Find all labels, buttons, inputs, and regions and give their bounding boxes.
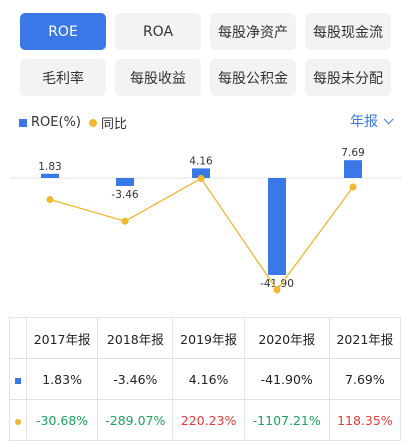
table-cell: 118.35% — [328, 399, 402, 441]
bar-series-marker — [15, 377, 21, 384]
table-row: 1.83% -3.46% 4.16% -41.90% 7.69% — [9, 358, 402, 400]
bar-value-label: 7.69 — [341, 147, 364, 159]
table-row: -30.68% -289.07% 220.23% -1107.21% 118.3… — [9, 399, 402, 441]
roe-bar — [116, 178, 134, 187]
roe-bar — [344, 160, 362, 178]
tab-roe[interactable]: ROE — [20, 13, 106, 50]
chart-legend: ROE(%) 同比 — [19, 113, 127, 132]
tab-gross-margin[interactable]: 毛利率 — [20, 59, 106, 96]
table-cell: -41.90% — [243, 358, 330, 400]
legend-series1-label: ROE(%) — [31, 115, 81, 130]
legend-line-marker — [88, 118, 97, 127]
roe-bar — [268, 178, 286, 275]
table-cell: 220.23% — [172, 399, 245, 441]
line-series-marker — [15, 418, 21, 425]
row-marker — [9, 358, 27, 400]
table-header: 2018年报 — [97, 317, 174, 359]
tab-cash-flow-per-share[interactable]: 每股现金流 — [305, 13, 391, 50]
yoy-line — [49, 177, 354, 292]
row-marker — [9, 399, 27, 441]
yoy-point — [273, 286, 281, 294]
table-header: 2021年报 — [328, 317, 402, 359]
roe-bar — [41, 173, 59, 178]
table-header-row: 2017年报 2018年报 2019年报 2020年报 2021年报 — [9, 317, 402, 359]
period-label: 年报 — [350, 114, 378, 130]
table-cell: -3.46% — [97, 358, 174, 400]
table-cell: 4.16% — [172, 358, 245, 400]
roe-bar — [192, 168, 210, 178]
period-selector[interactable]: 年报 — [350, 111, 394, 131]
table-cell: -289.07% — [97, 399, 174, 441]
yoy-point — [349, 183, 357, 191]
roe-chart: 1.83 -3.46 4.16 -41.90 7.69 — [10, 147, 402, 294]
table-cell: -30.68% — [25, 399, 99, 441]
table-header: 2020年报 — [243, 317, 330, 359]
yoy-point — [197, 174, 205, 182]
bar-value-label: 4.16 — [189, 155, 213, 167]
yoy-point — [121, 217, 129, 225]
table-cell: 1.83% — [25, 358, 99, 400]
table-header: 2017年报 — [25, 317, 99, 359]
chevron-down-icon — [383, 113, 394, 124]
legend-series2-label: 同比 — [100, 117, 127, 132]
table-header: 2019年报 — [172, 317, 245, 359]
tab-roa[interactable]: ROA — [115, 13, 201, 50]
table-cell: 7.69% — [328, 358, 402, 400]
indicator-tabs: ROE ROA 每股净资产 每股现金流 毛利率 每股收益 每股公积金 每股未分配 — [20, 13, 392, 96]
data-table: 2017年报 2018年报 2019年报 2020年报 2021年报 1.83%… — [9, 317, 402, 441]
yoy-point — [46, 196, 54, 203]
tab-eps[interactable]: 每股收益 — [115, 59, 201, 96]
tab-undistributed-per-share[interactable]: 每股未分配 — [305, 59, 391, 96]
tab-net-assets-per-share[interactable]: 每股净资产 — [210, 13, 296, 50]
bar-value-label: 1.83 — [38, 161, 61, 173]
table-cell: -1107.21% — [243, 399, 330, 441]
tab-reserve-per-share[interactable]: 每股公积金 — [210, 59, 296, 96]
table-corner — [9, 317, 27, 359]
bar-value-label: -3.46 — [111, 189, 138, 201]
legend-bar-marker — [19, 118, 27, 127]
bar-value-label: -41.90 — [260, 278, 294, 290]
